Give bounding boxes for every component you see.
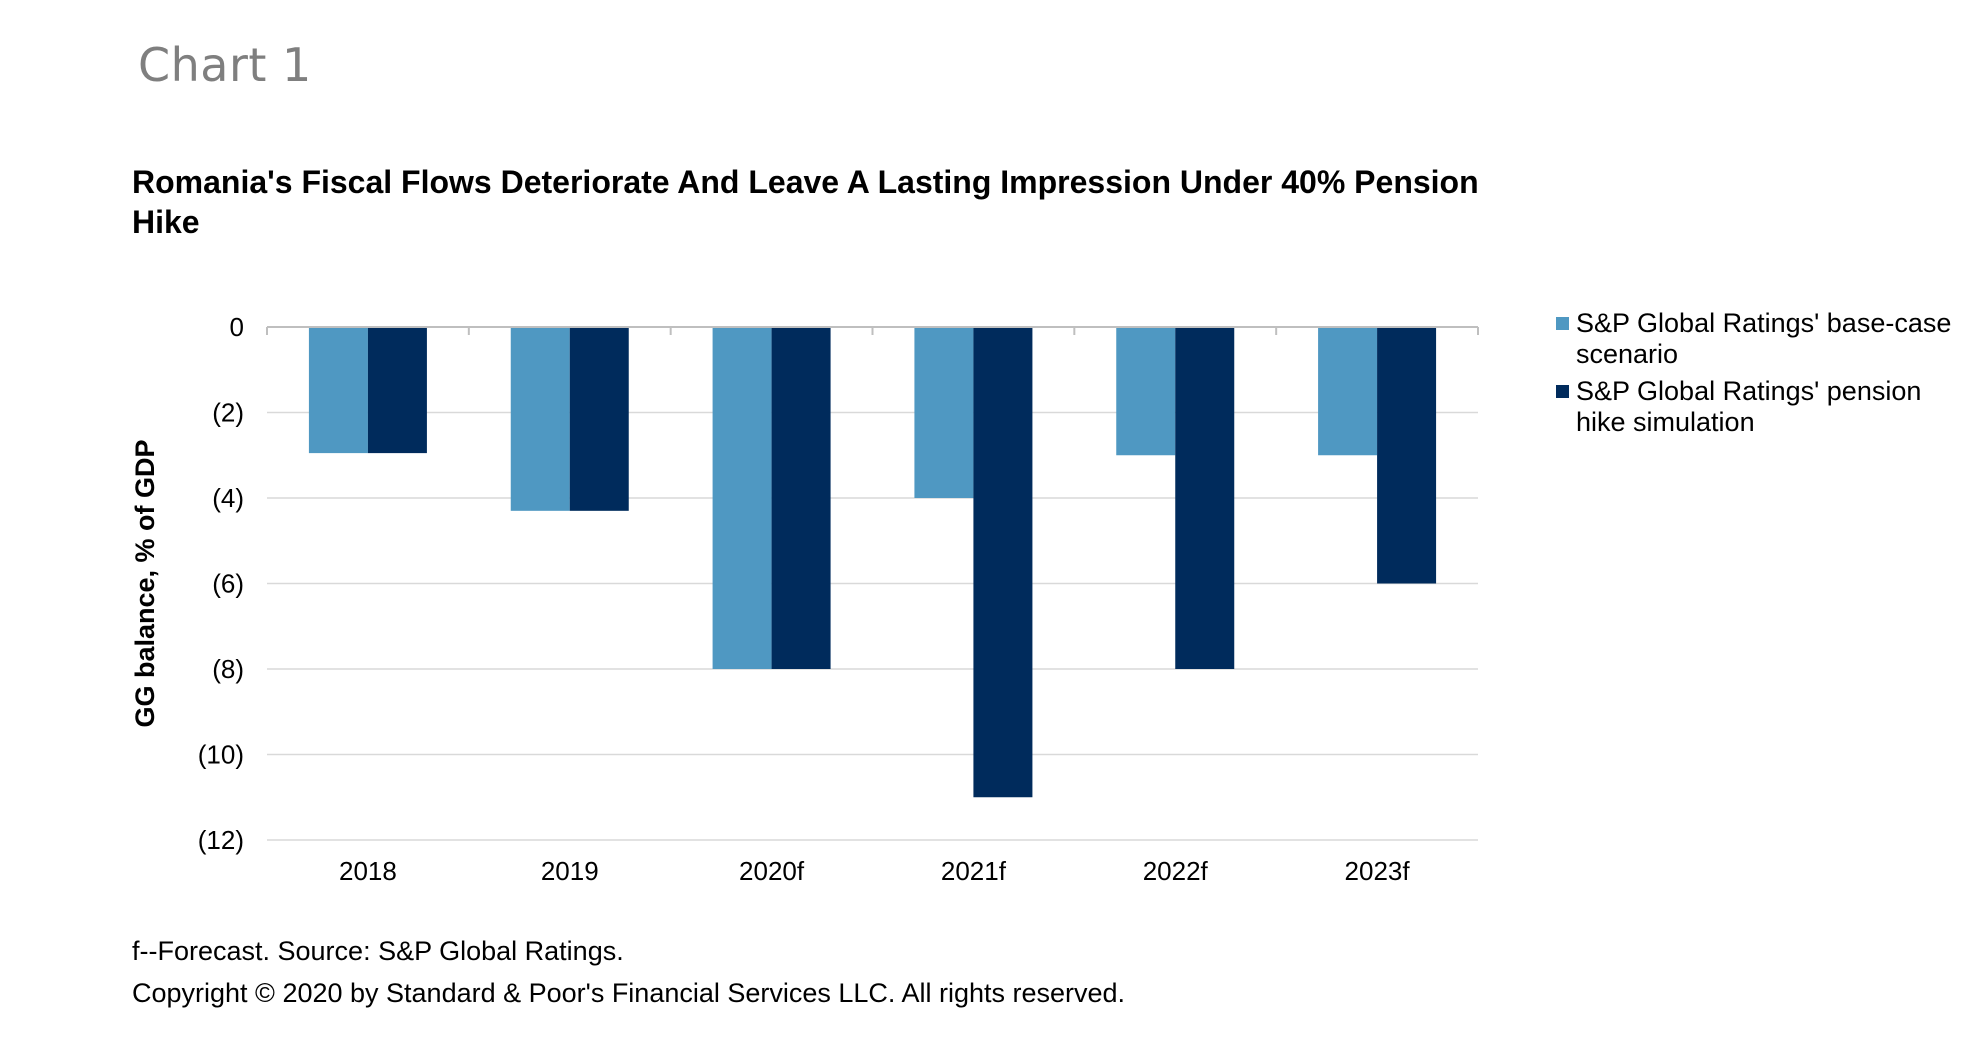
legend-swatch-base-case xyxy=(1556,317,1569,330)
bar-pension-hike xyxy=(771,327,831,669)
y-tick-label: (2) xyxy=(212,398,244,428)
chart-label: Chart 1 xyxy=(138,38,312,92)
bar-pension-hike xyxy=(973,327,1033,798)
legend-label-base-case: S&P Global Ratings' base-case scenario xyxy=(1576,308,1952,369)
bar-base-case xyxy=(712,327,772,669)
bar-pension-hike xyxy=(1175,327,1235,669)
footnote: f--Forecast. Source: S&P Global Ratings. xyxy=(132,936,624,966)
bar-base-case xyxy=(308,327,368,454)
bar-base-case xyxy=(510,327,570,511)
y-tick-label: (4) xyxy=(212,483,244,513)
legend-item-base-case: S&P Global Ratings' base-case scenario xyxy=(1556,308,1976,370)
y-tick-label: (12) xyxy=(198,825,244,855)
y-axis-title: GG balance, % of GDP xyxy=(130,439,160,727)
y-tick-label: (8) xyxy=(212,654,244,684)
x-tick-label: 2023f xyxy=(1345,856,1411,886)
y-tick-label: (10) xyxy=(198,740,244,770)
chart-title: Romania's Fiscal Flows Deteriorate And L… xyxy=(132,164,1479,240)
bar-base-case xyxy=(1318,327,1378,456)
x-tick-label: 2018 xyxy=(339,856,397,886)
chart-legend: S&P Global Ratings' base-case scenario S… xyxy=(1556,308,1976,444)
legend-label-pension-hike: S&P Global Ratings' pension hike simulat… xyxy=(1576,376,1922,437)
bar-pension-hike xyxy=(367,327,427,454)
legend-swatch-pension-hike xyxy=(1556,385,1569,398)
x-tick-label: 2022f xyxy=(1143,856,1209,886)
bar-pension-hike xyxy=(569,327,629,511)
legend-item-pension-hike: S&P Global Ratings' pension hike simulat… xyxy=(1556,376,1976,438)
copyright-notice: Copyright © 2020 by Standard & Poor's Fi… xyxy=(132,978,1126,1008)
bar-base-case xyxy=(914,327,974,498)
bar-base-case xyxy=(1116,327,1176,456)
y-tick-label: (6) xyxy=(212,569,244,599)
x-tick-label: 2019 xyxy=(541,856,599,886)
bar-pension-hike xyxy=(1377,327,1437,584)
y-tick-label: 0 xyxy=(230,312,244,342)
x-tick-label: 2021f xyxy=(941,856,1007,886)
x-tick-label: 2020f xyxy=(739,856,805,886)
